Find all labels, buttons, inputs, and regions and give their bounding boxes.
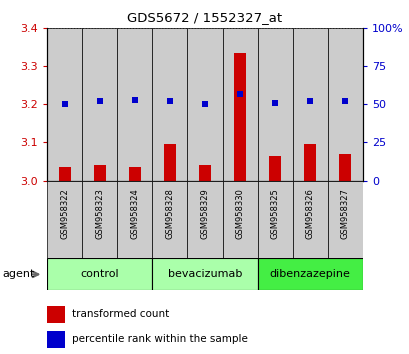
- Bar: [117, 181, 152, 258]
- Bar: [327, 181, 362, 258]
- Bar: [222, 28, 257, 181]
- Bar: [327, 28, 362, 181]
- Text: GSM958328: GSM958328: [165, 188, 174, 239]
- Bar: [58, 167, 71, 181]
- Text: GSM958325: GSM958325: [270, 188, 279, 239]
- Bar: [152, 181, 187, 258]
- Text: control: control: [80, 269, 119, 279]
- Bar: [257, 258, 362, 290]
- Bar: [128, 167, 141, 181]
- Bar: [93, 165, 106, 181]
- Text: transformed count: transformed count: [72, 309, 169, 319]
- Text: bevacizumab: bevacizumab: [167, 269, 242, 279]
- Text: GSM958330: GSM958330: [235, 188, 244, 239]
- Bar: [82, 28, 117, 181]
- Text: GSM958327: GSM958327: [340, 188, 349, 239]
- Text: GSM958329: GSM958329: [200, 188, 209, 239]
- Bar: [268, 156, 281, 181]
- Text: GSM958326: GSM958326: [305, 188, 314, 239]
- Bar: [292, 28, 327, 181]
- Bar: [198, 165, 211, 181]
- Text: percentile rank within the sample: percentile rank within the sample: [72, 334, 248, 344]
- Bar: [152, 258, 257, 290]
- Bar: [257, 181, 292, 258]
- Bar: [163, 144, 175, 181]
- Bar: [187, 28, 222, 181]
- Bar: [303, 144, 316, 181]
- Text: GSM958324: GSM958324: [130, 188, 139, 239]
- Bar: [47, 331, 64, 348]
- Bar: [47, 181, 82, 258]
- Bar: [152, 28, 187, 181]
- Bar: [47, 258, 152, 290]
- Text: GDS5672 / 1552327_at: GDS5672 / 1552327_at: [127, 11, 282, 24]
- Text: GSM958322: GSM958322: [60, 188, 69, 239]
- Bar: [47, 28, 82, 181]
- Text: GSM958323: GSM958323: [95, 188, 104, 239]
- Text: dibenzazepine: dibenzazepine: [269, 269, 350, 279]
- Bar: [82, 181, 117, 258]
- Bar: [292, 181, 327, 258]
- Bar: [338, 154, 351, 181]
- Bar: [117, 28, 152, 181]
- Bar: [234, 53, 246, 181]
- Text: agent: agent: [2, 269, 34, 279]
- Bar: [187, 181, 222, 258]
- Bar: [257, 28, 292, 181]
- Bar: [47, 306, 64, 323]
- Bar: [222, 181, 257, 258]
